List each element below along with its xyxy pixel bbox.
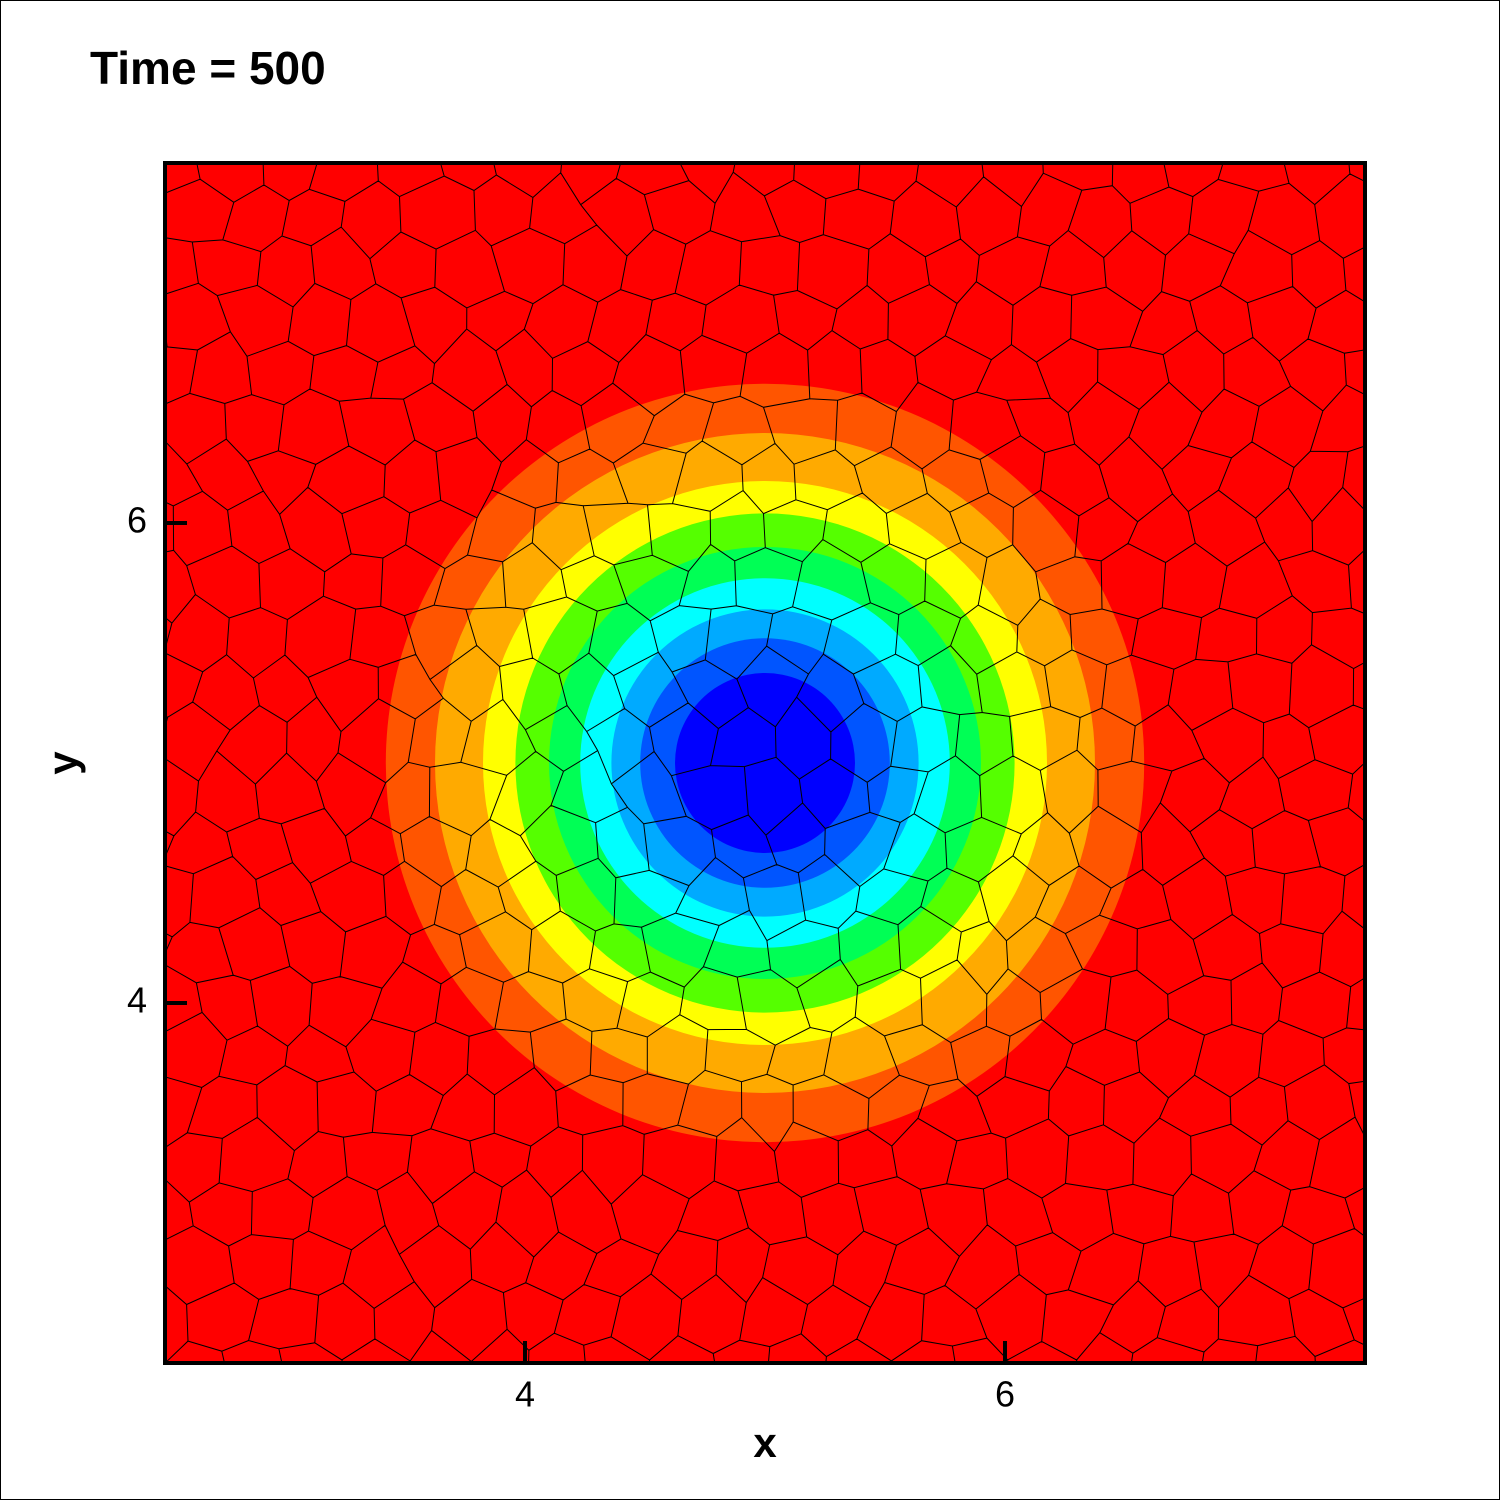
plot-frame (163, 161, 1367, 1365)
x-tick-label: 4 (515, 1374, 535, 1415)
x-axis-label: x (753, 1419, 777, 1466)
y-axis-label: y (39, 751, 86, 775)
chart-title: Time = 500 (90, 42, 326, 94)
y-tick-label: 4 (127, 980, 147, 1021)
plot-area (165, 163, 1365, 1363)
axes: 4 6 4 6 (127, 161, 1367, 1415)
contour-band (675, 673, 855, 853)
y-tick-label: 6 (127, 500, 147, 541)
x-tick-label: 6 (995, 1374, 1015, 1415)
mesh-edges (165, 163, 1365, 1363)
